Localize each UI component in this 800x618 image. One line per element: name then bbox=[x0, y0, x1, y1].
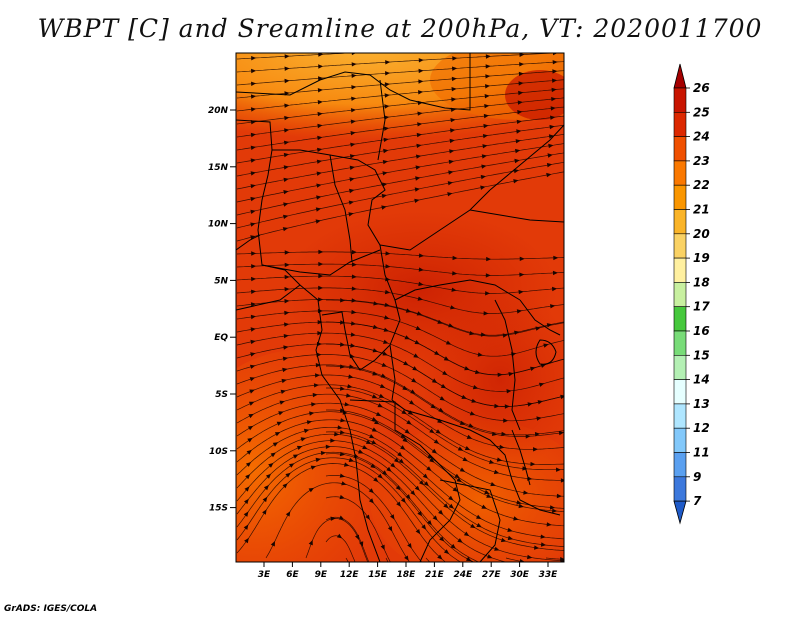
colorbar-segment bbox=[673, 306, 687, 332]
colorbar-segment bbox=[673, 233, 687, 259]
colorbar-label: 26 bbox=[693, 81, 710, 95]
colorbar-segment bbox=[673, 257, 687, 283]
lon-tick-label: 18E bbox=[397, 570, 417, 580]
colorbar-segment bbox=[673, 476, 687, 502]
streamlines bbox=[236, 53, 564, 562]
colorbar-segment bbox=[673, 209, 687, 235]
colorbar-segment bbox=[673, 160, 687, 186]
lon-tick-label: 12E bbox=[340, 570, 360, 580]
colorbar-segment bbox=[673, 330, 687, 356]
colorbar-label: 7 bbox=[693, 494, 702, 508]
lat-tick-label: 20N bbox=[208, 106, 229, 116]
colorbar-label: 25 bbox=[693, 105, 710, 119]
colorbar-label: 17 bbox=[693, 300, 710, 314]
lat-tick-label: 15S bbox=[209, 504, 228, 514]
longitude-axis: 3E 6E 9E 12E 15E 18E 21E 24E 27E 30E 33E bbox=[258, 562, 558, 580]
chart-title: WBPT [C] and Sreamline at 200hPa, VT: 20… bbox=[37, 14, 763, 43]
colorbar-segment bbox=[673, 354, 687, 380]
colorbar: 26 25 24 23 22 21 20 19 18 17 16 15 14 13 12 11 9 7 bbox=[673, 63, 710, 525]
lat-tick-label: 5N bbox=[214, 276, 228, 286]
colorbar-label: 9 bbox=[693, 470, 701, 484]
lon-tick-label: 24E bbox=[453, 570, 473, 580]
lon-tick-label: 15E bbox=[368, 570, 388, 580]
lat-tick-label: 10S bbox=[209, 447, 228, 457]
lon-tick-label: 9E bbox=[315, 570, 328, 580]
colorbar-label: 18 bbox=[693, 275, 710, 289]
footer-credit: GrADS: IGES/COLA bbox=[4, 604, 98, 614]
lon-tick-label: 21E bbox=[425, 570, 445, 580]
colorbar-segment bbox=[673, 136, 687, 162]
colorbar-label: 20 bbox=[693, 227, 710, 241]
colorbar-segment bbox=[673, 87, 687, 113]
colorbar-label: 15 bbox=[693, 348, 710, 362]
lon-tick-label: 3E bbox=[258, 570, 271, 580]
colorbar-label: 24 bbox=[693, 130, 710, 144]
colorbar-label: 16 bbox=[693, 324, 710, 338]
colorbar-segment bbox=[673, 184, 687, 210]
lon-tick-label: 30E bbox=[510, 570, 530, 580]
lat-tick-label: 15N bbox=[208, 163, 229, 173]
colorbar-top-arrow bbox=[673, 63, 687, 89]
colorbar-label: 14 bbox=[693, 373, 710, 387]
lon-tick-label: 6E bbox=[286, 570, 299, 580]
colorbar-label: 22 bbox=[693, 178, 710, 192]
colorbar-segment bbox=[673, 427, 687, 453]
colorbar-label: 21 bbox=[693, 203, 710, 217]
map-frame bbox=[235, 52, 565, 563]
colorbar-label: 13 bbox=[693, 397, 710, 411]
colorbar-segment bbox=[673, 379, 687, 405]
lon-tick-label: 27E bbox=[482, 570, 502, 580]
colorbar-label: 19 bbox=[693, 251, 710, 265]
colorbar-segment bbox=[673, 452, 687, 478]
country-borders bbox=[236, 53, 564, 562]
colorbar-label: 11 bbox=[693, 446, 710, 460]
lat-tick-label: 10N bbox=[208, 220, 229, 230]
latitude-axis: 20N 15N 10N 5N EQ 5S 10S 15S bbox=[208, 106, 236, 514]
colorbar-bottom-arrow bbox=[673, 500, 687, 525]
colorbar-segment bbox=[673, 112, 687, 137]
lat-tick-label: 5S bbox=[215, 390, 228, 400]
lat-tick-label: EQ bbox=[214, 333, 228, 343]
colorbar-segment bbox=[673, 282, 687, 307]
colorbar-segment bbox=[673, 403, 687, 429]
colorbar-label: 23 bbox=[693, 154, 710, 168]
lon-tick-label: 33E bbox=[539, 570, 559, 580]
colorbar-label: 12 bbox=[693, 421, 710, 435]
